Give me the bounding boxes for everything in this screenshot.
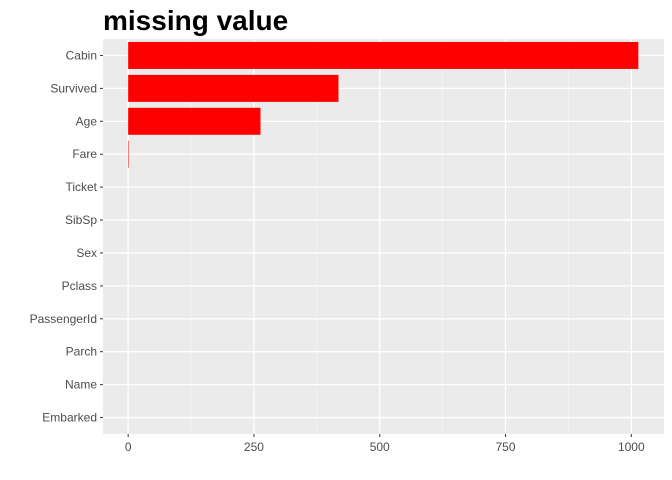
bars <box>128 41 639 168</box>
y-tick-label: Embarked <box>42 411 97 425</box>
y-tick-label: PassengerId <box>30 312 97 326</box>
y-tick-label: Fare <box>72 147 97 161</box>
chart-title: missing value <box>103 5 288 36</box>
y-tick-label: Sex <box>76 246 97 260</box>
y-tick-label: Cabin <box>66 48 97 62</box>
panel-background <box>103 39 664 434</box>
grid-lines <box>103 39 664 434</box>
y-tick-label: Survived <box>50 81 97 95</box>
plot-panel <box>103 39 664 434</box>
y-tick-label: Pclass <box>62 279 97 293</box>
y-tick-label: SibSp <box>65 213 97 227</box>
x-tick-label: 0 <box>125 440 132 454</box>
x-tick-label: 500 <box>370 440 390 454</box>
bar-fare <box>128 140 129 168</box>
bar-cabin <box>128 41 639 69</box>
x-tick-label: 250 <box>244 440 264 454</box>
bar-age <box>128 107 261 135</box>
y-tick-label: Name <box>65 378 97 392</box>
x-tick-label: 750 <box>495 440 515 454</box>
x-tick-label: 1000 <box>618 440 645 454</box>
bar-survived <box>128 74 339 102</box>
y-tick-label: Age <box>76 114 98 128</box>
axes: Cabin Survived Age Fare Ticket SibSp Sex Pclass… <box>30 48 645 454</box>
y-tick-label: Parch <box>66 345 97 359</box>
y-tick-label: Ticket <box>65 180 97 194</box>
